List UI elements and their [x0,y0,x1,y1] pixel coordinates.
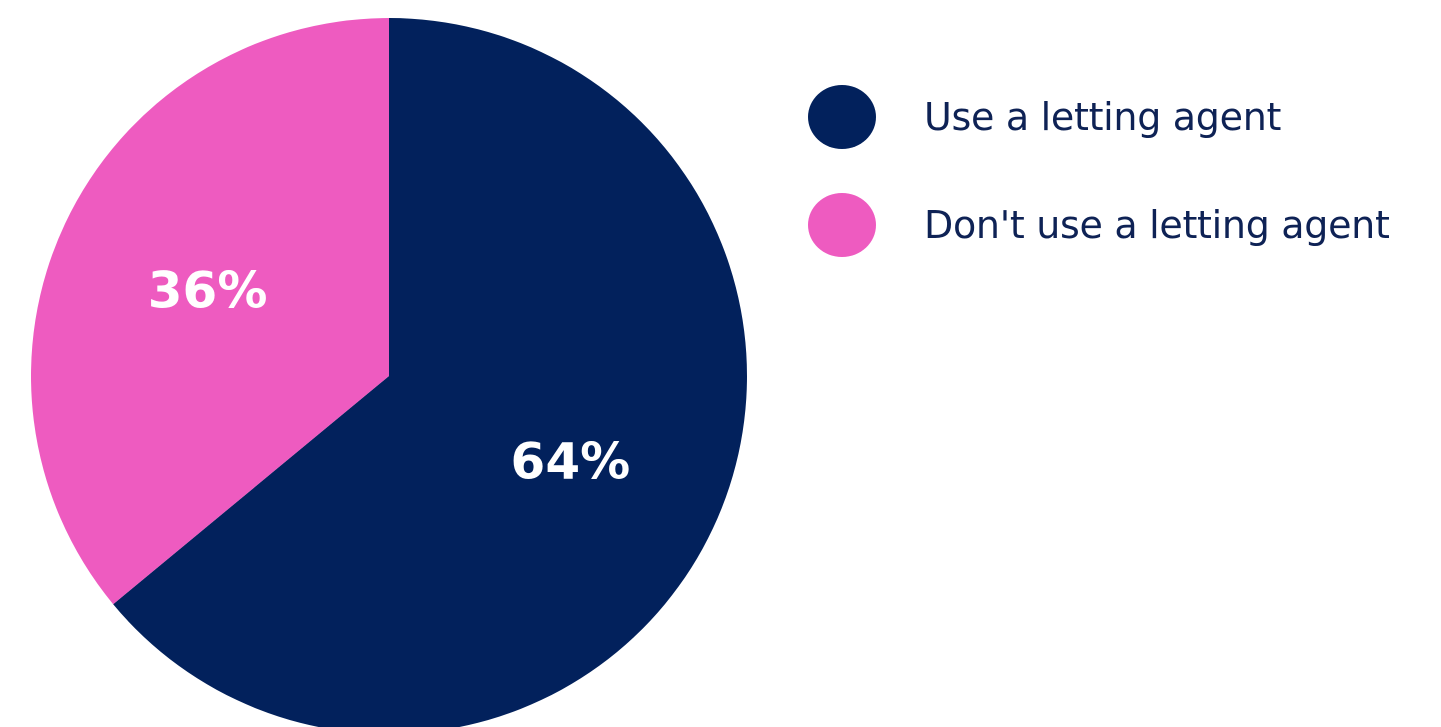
legend-label-use-agent: Use a letting agent [924,94,1282,139]
legend-item-dont-use-agent: Don't use a letting agent [808,192,1390,257]
legend-swatch-use-agent [808,84,876,149]
pie-slice-0 [113,18,747,727]
pie-slice-1 [31,18,390,605]
legend-swatch-dont-use-agent [808,192,876,257]
legend: Use a letting agent Don't use a letting … [808,84,1390,257]
legend-label-dont-use-agent: Don't use a letting agent [924,202,1390,247]
pie-slice-label-1: 36% [148,262,268,320]
pie-slice-label-0: 64% [511,432,631,490]
legend-item-use-agent: Use a letting agent [808,84,1390,149]
